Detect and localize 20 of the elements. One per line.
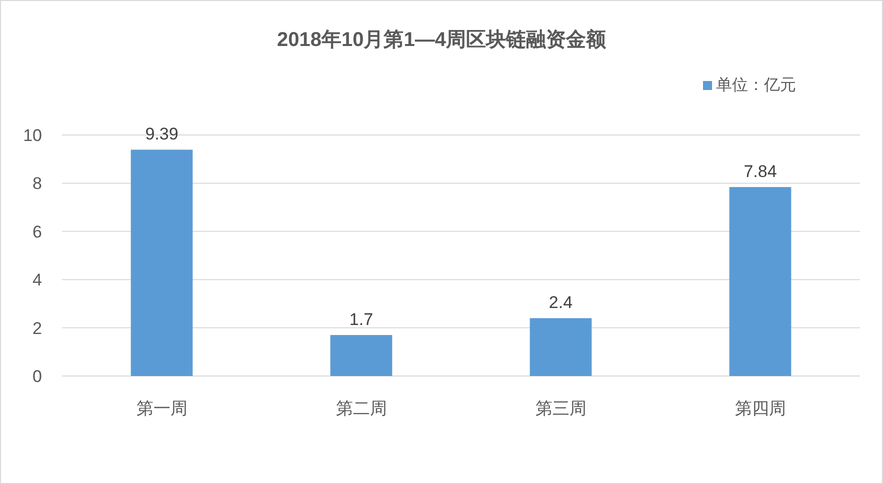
x-tick-label: 第四周 — [734, 399, 786, 418]
data-label: 9.39 — [145, 124, 178, 144]
bar — [729, 187, 792, 376]
data-label: 1.7 — [349, 310, 374, 330]
chart-title: 2018年10月第1—4周区块链融资金额 — [277, 28, 607, 51]
y-tick-label: 8 — [32, 174, 42, 194]
x-tick-label: 第一周 — [136, 399, 188, 418]
y-tick-label: 0 — [32, 367, 42, 386]
y-tick-label: 2 — [32, 318, 42, 338]
x-tick-label: 第三周 — [535, 399, 586, 418]
bar — [130, 150, 193, 376]
y-tick-label: 4 — [32, 270, 42, 290]
y-tick-label: 10 — [23, 126, 42, 145]
y-tick-label: 6 — [32, 222, 42, 242]
bar — [530, 318, 592, 376]
data-label: 7.84 — [744, 162, 777, 182]
bar — [330, 335, 392, 376]
x-tick-label: 第二周 — [336, 399, 387, 418]
data-label: 2.4 — [548, 293, 573, 312]
legend-label: 单位：亿元 — [716, 76, 796, 94]
